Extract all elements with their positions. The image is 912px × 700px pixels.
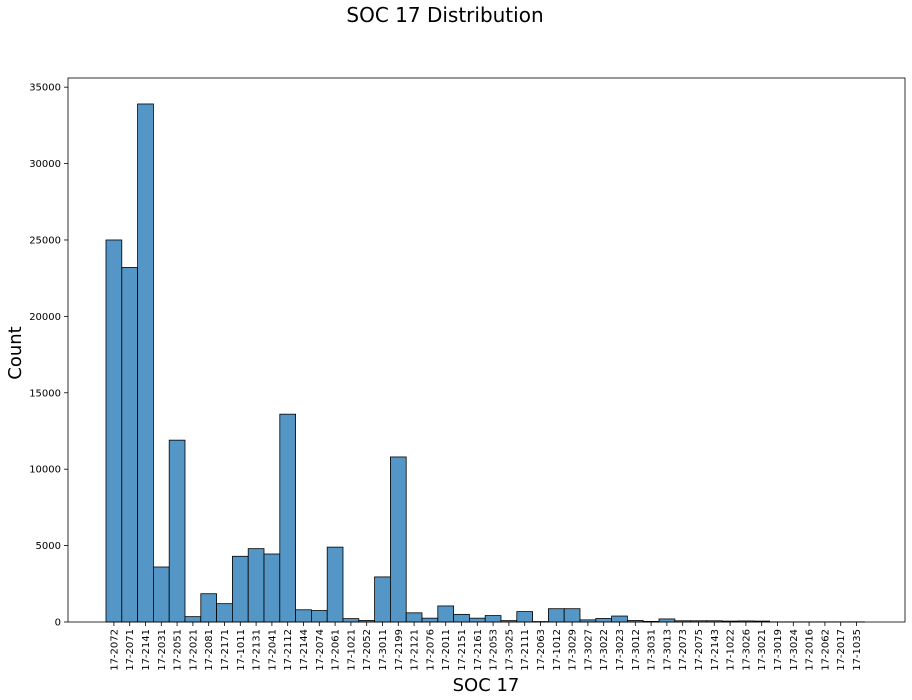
- bar-17-3023: [611, 615, 628, 623]
- x-tick-label: 17-2143: [710, 629, 721, 671]
- bar-17-2131: [247, 548, 265, 623]
- x-tick-label: 17-2041: [267, 629, 278, 671]
- x-tick-label: 17-2131: [252, 629, 263, 671]
- x-tick-label: 17-3026: [741, 629, 752, 671]
- x-tick-label: 17-2053: [489, 629, 500, 671]
- x-tick-label: 17-3011: [378, 629, 389, 671]
- x-tick-label: 17-2121: [410, 629, 421, 671]
- bar-17-2171: [216, 603, 233, 623]
- bar-17-3029: [563, 608, 581, 623]
- x-tick-label: 17-2112: [283, 629, 294, 671]
- x-tick-label: 17-2199: [394, 629, 405, 671]
- bar-17-3011: [374, 576, 391, 623]
- bar-17-2053: [484, 615, 502, 623]
- bar-17-2071: [121, 267, 139, 623]
- x-tick-label: 17-2061: [331, 629, 342, 671]
- y-tick-label: 35000: [29, 83, 61, 94]
- y-tick-label: 30000: [29, 159, 61, 170]
- x-tick-label: 17-2021: [188, 629, 199, 671]
- x-tick-label: 17-2011: [441, 629, 452, 671]
- x-tick-label: 17-1011: [236, 629, 247, 671]
- x-tick-label: 17-3025: [504, 629, 515, 671]
- x-tick-label: 17-2171: [220, 629, 231, 671]
- y-axis: 0 5000 10000 15000 20000 25000 30000 35000: [29, 83, 68, 629]
- y-tick-label: 20000: [29, 312, 61, 323]
- x-tick-label: 17-2081: [204, 629, 215, 671]
- bar-17-2061: [326, 546, 344, 623]
- y-tick-label: 25000: [29, 235, 61, 246]
- y-axis-label: Count: [5, 326, 26, 379]
- x-tick-label: 17-3024: [789, 629, 800, 671]
- x-tick-label: 17-2071: [125, 629, 136, 671]
- x-tick-label: 17-1022: [726, 629, 737, 671]
- x-tick-label: 17-2075: [694, 629, 705, 671]
- x-tick-label: 17-2076: [425, 629, 436, 671]
- x-tick-label: 17-2144: [299, 629, 310, 671]
- x-tick-label: 17-2151: [457, 629, 468, 671]
- x-tick-label: 17-2062: [820, 629, 831, 671]
- bar-17-2051: [168, 439, 186, 623]
- bar-17-2144: [295, 609, 312, 623]
- bar-17-1011: [231, 555, 249, 623]
- x-axis-label: SOC 17: [453, 675, 520, 696]
- bar-17-2151: [453, 613, 470, 623]
- x-tick-label: 17-2074: [315, 629, 326, 671]
- x-tick-label: 17-2051: [173, 629, 184, 671]
- bar-17-2081: [200, 593, 218, 623]
- x-tick-label: 17-3031: [647, 629, 658, 671]
- x-tick-label: 17-3029: [568, 629, 579, 671]
- bar-17-2076: [421, 617, 439, 623]
- x-axis: 17-2072 17-2071 17-2141 17-2031 17-2051 17-20…: [109, 622, 863, 671]
- bar-17-2041: [263, 553, 281, 623]
- x-tick-label: 17-1035: [852, 629, 863, 671]
- x-tick-label: 17-2017: [836, 629, 847, 671]
- x-tick-label: 17-3013: [662, 629, 673, 671]
- bar-17-2141: [137, 103, 154, 623]
- x-tick-label: 17-2111: [520, 629, 531, 671]
- x-tick-label: 17-3027: [583, 629, 594, 671]
- x-tick-label: 17-2161: [473, 629, 484, 671]
- x-tick-label: 17-1021: [346, 629, 357, 671]
- y-tick-label: 5000: [36, 541, 61, 552]
- bar-17-2011: [437, 605, 454, 623]
- y-tick-label: 0: [55, 618, 61, 629]
- x-tick-label: 17-2063: [536, 629, 547, 671]
- bar-17-2161: [468, 617, 486, 623]
- bars-group: [105, 103, 865, 623]
- x-tick-label: 17-3021: [757, 629, 768, 671]
- bar-17-2199: [389, 456, 407, 623]
- bar-17-2021: [184, 616, 202, 623]
- x-tick-label: 17-2052: [362, 629, 373, 671]
- x-tick-label: 17-2072: [109, 629, 120, 671]
- x-tick-label: 17-2031: [157, 629, 168, 671]
- x-tick-label: 17-3019: [773, 629, 784, 671]
- x-tick-label: 17-2016: [805, 629, 816, 671]
- chart-title: SOC 17 Distribution: [346, 3, 543, 27]
- x-tick-label: 17-2073: [678, 629, 689, 671]
- bar-17-1012: [548, 608, 565, 623]
- bar-17-1021: [342, 618, 360, 623]
- bar-17-2121: [405, 612, 423, 623]
- y-tick-label: 15000: [29, 388, 61, 399]
- x-tick-label: 17-1012: [552, 629, 563, 671]
- bar-17-3022: [595, 618, 612, 623]
- x-tick-label: 17-3012: [631, 629, 642, 671]
- y-tick-label: 10000: [29, 465, 61, 476]
- x-tick-label: 17-3022: [599, 629, 610, 671]
- bar-17-2072: [105, 239, 123, 623]
- bar-17-2031: [152, 566, 170, 623]
- bar-17-2111: [516, 611, 533, 623]
- bar-17-3013: [658, 618, 676, 623]
- plot-frame: [67, 77, 906, 623]
- x-tick-label: 17-3023: [615, 629, 626, 671]
- x-tick-label: 17-2141: [141, 629, 152, 671]
- bar-17-2112: [279, 413, 296, 623]
- bar-17-2074: [310, 610, 328, 623]
